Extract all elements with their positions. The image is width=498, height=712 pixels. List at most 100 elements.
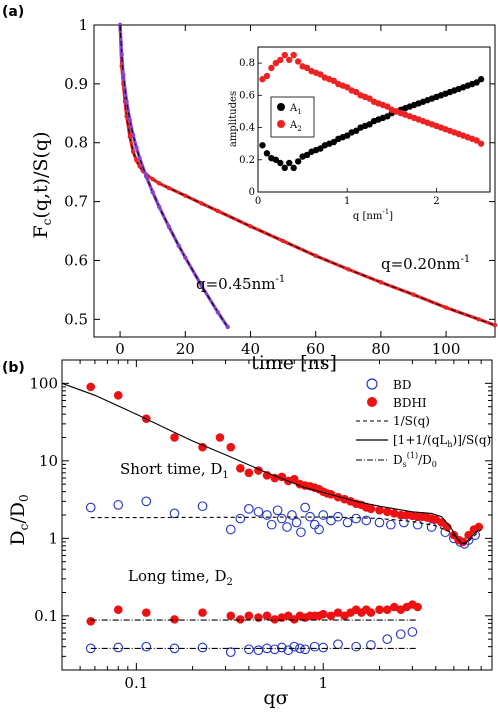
a-series-1-point-12 (176, 243, 181, 248)
b-series-2-point-0 (86, 382, 96, 392)
b-series-1-point-1 (113, 642, 124, 653)
i-y-tick-label-1: 0.2 (239, 155, 255, 166)
b-series-1-point-22 (407, 627, 418, 637)
inset-series-0-point-6 (286, 159, 293, 167)
inset-series-1-point-48 (473, 137, 480, 144)
inset-series-0-point-5 (281, 164, 288, 172)
inset-legend-marker-a1 (277, 103, 285, 111)
annotation-short-time: Short time, D1 (120, 460, 229, 481)
b-series-2-point-6 (226, 442, 236, 452)
b-series-3 (86, 600, 422, 626)
panel-b-y-label: Dc/D0 (7, 494, 31, 545)
b-series-0-point-7 (244, 504, 254, 514)
b-y-tick-label-1: 1 (48, 529, 58, 547)
b-series-3-point-34 (413, 602, 422, 612)
a-series-1-point-16 (225, 324, 230, 330)
b-series-0-point-18 (305, 511, 315, 522)
inset-x-label: q [nm-1] (353, 208, 393, 222)
legend-label-self-sub: s (403, 460, 407, 469)
inset-series-1-point-5 (281, 51, 288, 59)
a-series-1-point-11 (166, 224, 172, 230)
legend-label-hydro-b: )]/S(q) (453, 433, 492, 447)
b-series-2-point-30 (375, 505, 384, 515)
legend-label-bdhi: BDHI (393, 396, 427, 410)
inset-legend-label-a1: A1 (289, 103, 302, 116)
inset-legend-label-a1-sub: 1 (297, 108, 301, 116)
b-series-1-point-14 (300, 644, 310, 655)
b-series-0-point-1 (113, 500, 124, 510)
inset-series-1-point-16 (330, 77, 338, 85)
b-series-3-point-9 (262, 611, 272, 621)
panel-b-y-label-d: D (7, 530, 29, 545)
b-series-0-point-10 (266, 519, 277, 530)
b-series-3-point-30 (389, 602, 399, 612)
a-x-tick-label-0: 0 (115, 340, 125, 358)
inset-series-0-point-13 (317, 145, 324, 152)
b-x-tick-label-1: 1 (318, 674, 328, 692)
annotation-long-time-text: Long time, D (128, 567, 227, 585)
a-series-0-point-16 (215, 208, 221, 214)
a-series-0-point-23 (443, 305, 449, 310)
a-series-0-point-14 (183, 193, 188, 198)
a-series-0-point-15 (199, 201, 204, 206)
b-series-0-point-13 (282, 522, 292, 532)
panel-b-y-label-sub-0: 0 (17, 494, 31, 502)
inset-series-1-point-21 (352, 88, 360, 96)
b-series-0-point-12 (276, 513, 287, 524)
inset-legend-marker-a2 (277, 120, 285, 128)
a-series-1-point-1 (119, 52, 124, 57)
b-series-2-point-32 (389, 509, 399, 518)
b-series-5 (61, 382, 480, 545)
inset-series-1-point-49 (477, 140, 485, 147)
a-series-0-point-24 (476, 317, 481, 322)
inset-series-1-point-28 (384, 103, 391, 110)
inset-series-1-point-3 (272, 59, 280, 67)
a-x-tick-label-5: 100 (432, 340, 461, 358)
b-series-2-point-31 (382, 507, 392, 517)
inset-series-0 (259, 76, 485, 172)
a-x-tick-label-1: 20 (176, 340, 195, 358)
b-series-1-point-16 (318, 642, 329, 653)
b-series-1-point-4 (197, 642, 208, 653)
annotation-long-time-sub: 2 (227, 577, 233, 588)
inset-legend-label-a2-text: A (289, 120, 298, 131)
b-series-0-point-2 (141, 496, 152, 507)
b-series-3-point-28 (375, 605, 384, 614)
panel-b-y-label-slash: /D (7, 502, 29, 524)
inset-series-1-point-7 (290, 51, 297, 59)
i-y-tick-label-4: 0.8 (239, 58, 255, 69)
legend-label-self-sup: (1) (407, 451, 418, 460)
a-y-tick-label-3: 0.8 (64, 134, 88, 152)
inset-series-0-point-0 (259, 142, 266, 149)
inset-series-0-point-16 (330, 138, 338, 146)
inset-series-0-point-8 (294, 158, 302, 165)
b-series-3-point-1 (113, 605, 123, 614)
annotation-q020-sup: -1 (460, 254, 470, 265)
a-y-tick-label-1: 0.6 (64, 251, 88, 269)
inset-series-1-point-10 (303, 64, 311, 72)
inset-series (259, 51, 485, 172)
inset-legend-label-a2-sub: 2 (297, 125, 301, 133)
b-y-tick-label-3: 100 (29, 374, 58, 392)
a-series-1-point-9 (150, 189, 155, 195)
b-series-0-point-11 (272, 505, 283, 516)
a-series-1-point-8 (143, 174, 149, 179)
legend-label-1-over-s: 1/S(q) (393, 414, 430, 428)
b-series-3-point-27 (366, 608, 376, 617)
a-series-0-point-11 (150, 177, 155, 182)
a-series-0-point-25 (492, 323, 498, 328)
annotation-q020-text: q=0.20nm (381, 255, 460, 273)
a-series-1-point-6 (134, 145, 139, 150)
b-series-1-point-20 (382, 634, 393, 645)
inset-series-0-point-24 (366, 121, 373, 128)
a-x-tick-label-2: 40 (241, 340, 260, 358)
inset-legend-label-a1-text: A (289, 103, 298, 114)
b-series-2-point-48 (474, 522, 484, 532)
annotation-q045-sup: -1 (275, 274, 285, 285)
a-series-0-point-5 (127, 134, 133, 140)
annotation-q045: q=0.45nm-1 (196, 274, 285, 293)
b-series-2-point-23 (333, 492, 343, 502)
